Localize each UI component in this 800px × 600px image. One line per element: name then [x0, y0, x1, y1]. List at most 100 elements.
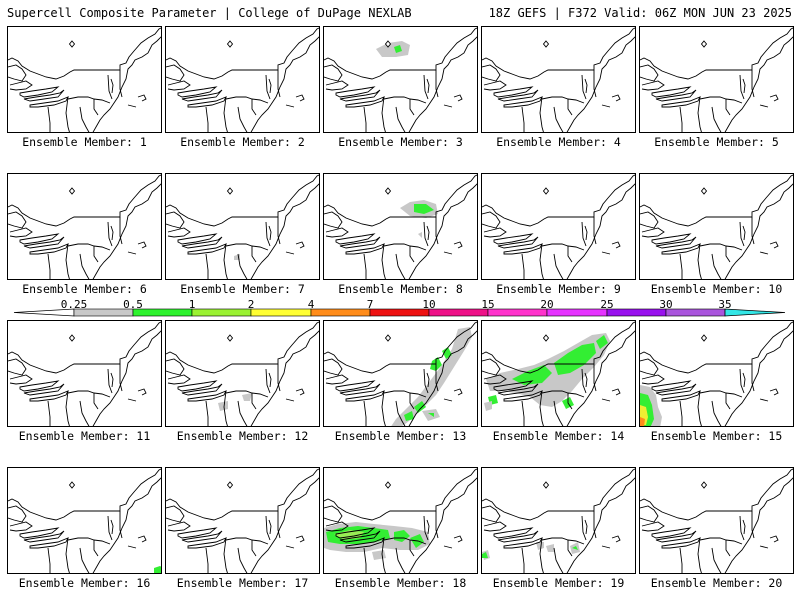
basemap-line-14: [426, 78, 430, 94]
basemap-line-10: [435, 364, 439, 392]
basemap-line-9: [739, 368, 745, 394]
basemap-line-14: [268, 225, 272, 241]
basemap-line-16: [127, 398, 137, 402]
ensemble-member-label: Ensemble Member: 2: [180, 135, 305, 149]
basemap-line-11: [697, 390, 702, 426]
basemap-line-1: [92, 477, 161, 573]
basemap-line-6: [503, 243, 543, 255]
basemap-line-5: [339, 530, 381, 543]
basemap-line-13: [237, 400, 248, 426]
basemap-line-5: [181, 236, 223, 249]
basemap-line-8: [409, 540, 415, 557]
basemap-line-13: [395, 253, 406, 279]
basemap-line-15: [137, 241, 147, 249]
ensemble-panel-11: [7, 320, 162, 427]
basemap-line-14: [426, 372, 430, 388]
ensemble-member-label: Ensemble Member: 16: [18, 576, 151, 590]
ensemble-member-label: Ensemble Member: 20: [650, 576, 783, 590]
basemap-line-7: [541, 537, 585, 545]
basemap-line-2: [166, 358, 185, 376]
basemap-line-6: [345, 390, 385, 402]
basemap-line-13: [711, 547, 722, 573]
ensemble-panel-7: [165, 173, 320, 280]
basemap-line-1: [566, 36, 635, 132]
point-marker-icon: [68, 187, 76, 195]
basemap-line-2: [166, 64, 185, 82]
scp-contour-14-3: [596, 335, 608, 349]
basemap-line-9: [107, 368, 113, 394]
basemap-line-5: [655, 530, 697, 543]
ensemble-panel-4: [481, 26, 636, 133]
panel-map-2: [166, 27, 319, 132]
basemap-line-13: [395, 400, 406, 426]
colorbar-segment-9: [606, 308, 667, 317]
colorbar-tick-label: 30: [659, 298, 673, 311]
panel-map-13: [324, 321, 477, 426]
basemap-line-2: [482, 358, 501, 376]
basemap-line-12: [47, 106, 51, 132]
basemap-line-0: [640, 174, 793, 227]
basemap-line-16: [759, 104, 769, 108]
basemap-line-13: [79, 400, 90, 426]
basemap-line-6: [661, 96, 701, 108]
basemap-line-14: [742, 519, 746, 535]
basemap-line-12: [679, 253, 683, 279]
ensemble-member-label: Ensemble Member: 13: [334, 429, 467, 443]
point-marker-icon: [226, 334, 234, 342]
basemap-line-15: [453, 94, 463, 102]
basemap-line-6: [661, 537, 701, 549]
basemap-line-2: [324, 64, 343, 82]
basemap-line-1: [566, 183, 635, 279]
scp-contour-3-0: [376, 41, 410, 57]
panel-map-20: [640, 468, 793, 573]
basemap-line-6: [503, 96, 543, 108]
colorbar-end-high: [724, 308, 786, 317]
colorbar-tick-label: 0.25: [60, 298, 88, 311]
basemap-line-1: [408, 36, 477, 132]
ensemble-member-label: Ensemble Member: 8: [338, 282, 463, 296]
colorbar-segment-7: [487, 308, 548, 317]
ensemble-member-label: Ensemble Member: 12: [176, 429, 309, 443]
basemap-line-7: [699, 537, 743, 545]
ensemble-panel-18: [323, 467, 478, 574]
ensemble-panel-19: [481, 467, 636, 574]
basemap-line-9: [107, 74, 113, 100]
ensemble-panel-14: [481, 320, 636, 427]
basemap-line-8: [725, 99, 731, 116]
basemap-line-5: [339, 89, 381, 102]
basemap-line-10: [435, 511, 439, 539]
basemap-line-0: [324, 27, 477, 80]
scp-contour-18-5: [372, 550, 386, 560]
scp-contour-12-0: [218, 401, 228, 411]
basemap-line-15: [769, 94, 779, 102]
basemap-line-8: [567, 393, 573, 410]
basemap-line-3: [641, 227, 665, 238]
ensemble-member-label: Ensemble Member: 10: [650, 282, 783, 296]
basemap-line-5: [655, 236, 697, 249]
basemap-line-4: [493, 527, 534, 539]
basemap-line-9: [107, 515, 113, 541]
basemap-line-3: [325, 227, 349, 238]
ensemble-panel-16: [7, 467, 162, 574]
basemap-line-10: [119, 511, 123, 539]
basemap-line-7: [225, 96, 269, 104]
basemap-line-3: [325, 80, 349, 91]
basemap-line-10: [751, 364, 755, 392]
basemap-line-7: [225, 537, 269, 545]
colorbar-segment-5: [369, 308, 430, 317]
basemap-line-14: [110, 519, 114, 535]
basemap-line-12: [363, 400, 367, 426]
basemap-line-9: [265, 368, 271, 394]
basemap-line-10: [751, 70, 755, 98]
basemap-line-9: [581, 515, 587, 541]
basemap-line-15: [137, 535, 147, 543]
basemap-line-12: [521, 106, 525, 132]
basemap-line-3: [167, 521, 191, 532]
basemap-line-2: [482, 211, 501, 229]
basemap-line-3: [641, 374, 665, 385]
basemap-line-8: [567, 99, 573, 116]
point-marker-icon: [542, 40, 550, 48]
basemap-line-1: [408, 183, 477, 279]
basemap-line-16: [285, 104, 295, 108]
ensemble-member-label: Ensemble Member: 18: [334, 576, 467, 590]
